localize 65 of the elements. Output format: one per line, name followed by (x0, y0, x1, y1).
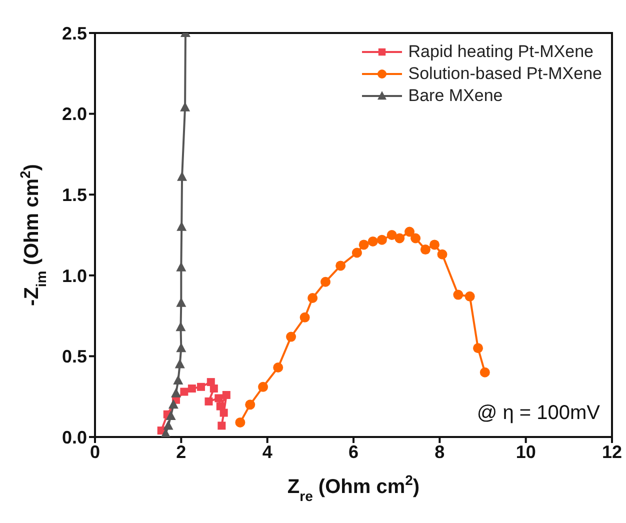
point (245, 400, 256, 410)
point (163, 420, 174, 430)
point (177, 171, 188, 181)
point (168, 399, 178, 409)
point (176, 342, 186, 352)
point (386, 230, 397, 240)
annotation: @ η = 100mV (476, 402, 601, 424)
point (180, 388, 188, 396)
x-axis-title: Z$_{re}$ (Ohm cm$^{2}$) (287, 472, 420, 504)
point (222, 390, 230, 399)
x-tick-label: 4 (262, 442, 272, 462)
point (258, 382, 268, 392)
point (220, 408, 228, 417)
point (218, 422, 226, 430)
point (204, 397, 213, 406)
y-tick-label: 0.5 (62, 346, 87, 367)
point (180, 102, 190, 112)
point (376, 234, 387, 245)
y-tick-label: 2.0 (62, 104, 87, 124)
point (273, 362, 284, 373)
x-tick-label: 6 (348, 442, 359, 462)
point (358, 240, 369, 250)
x-tick-label: 2 (176, 442, 186, 462)
point (174, 358, 185, 368)
point (176, 297, 186, 307)
point (429, 240, 440, 250)
x-tick-label: 0 (90, 442, 100, 462)
point (160, 428, 171, 437)
x-tick-label: 8 (434, 442, 445, 462)
y-tick-label: 2.5 (62, 23, 87, 44)
point (176, 262, 186, 272)
x-tick-label: 10 (516, 442, 536, 462)
y-tick-label: 0.0 (62, 427, 87, 448)
point (404, 226, 415, 237)
point (480, 367, 490, 378)
point (368, 236, 378, 246)
legend-label: Rapid heating Pt-MXene (408, 42, 594, 62)
point (352, 248, 362, 258)
legend-label: Bare MXene (408, 86, 503, 106)
point (173, 374, 184, 384)
point (176, 322, 186, 332)
point (336, 260, 346, 271)
point (214, 394, 223, 402)
point (410, 233, 421, 244)
point (210, 384, 218, 393)
point (308, 293, 318, 304)
point (437, 249, 448, 260)
legend-label: Solution-based Pt-MXene (408, 64, 602, 84)
point (286, 332, 296, 342)
point (188, 384, 196, 393)
point (166, 410, 176, 420)
point (170, 388, 181, 398)
point (473, 343, 484, 354)
point (464, 291, 475, 302)
y-tick-label: 1.0 (62, 266, 87, 286)
point (453, 290, 464, 300)
point (394, 233, 405, 244)
point (196, 382, 205, 391)
point (420, 244, 430, 255)
x-tick-label: 12 (602, 442, 622, 462)
point (320, 276, 330, 287)
point (300, 312, 310, 322)
y-tick-label: 1.5 (62, 184, 87, 205)
point (235, 417, 246, 428)
point (176, 221, 187, 231)
